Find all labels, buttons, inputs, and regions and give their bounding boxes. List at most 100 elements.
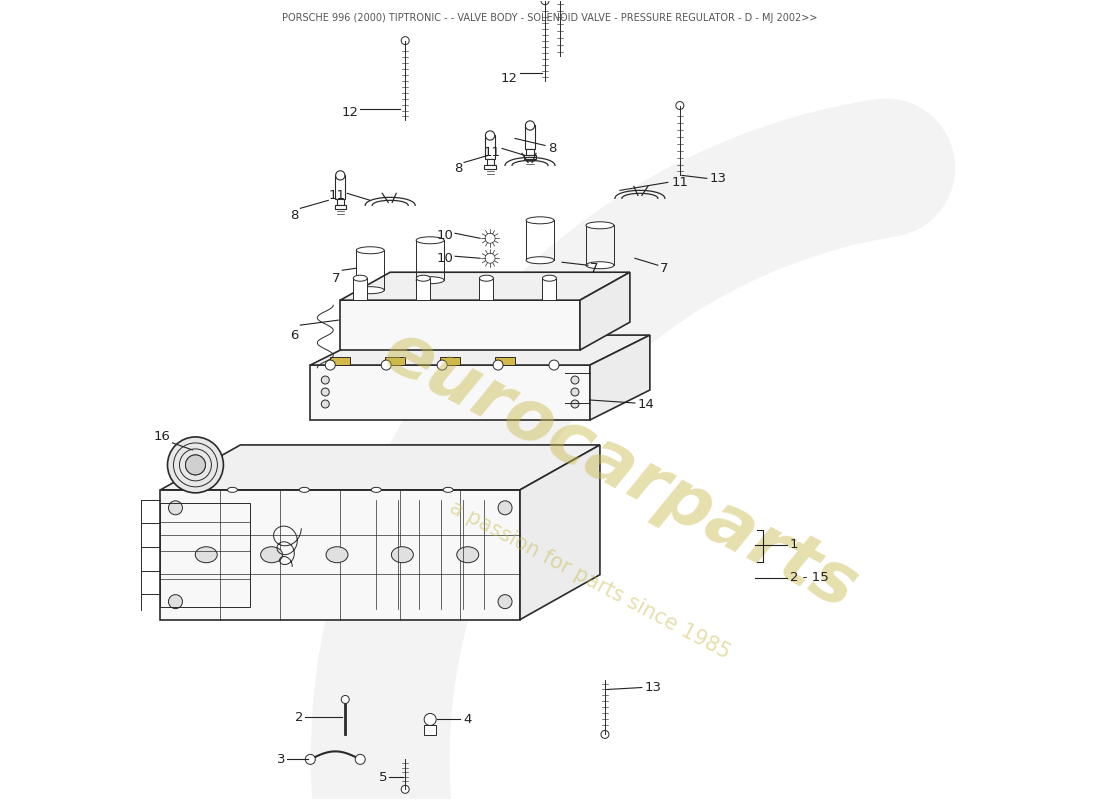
Text: 13: 13 [710,172,727,185]
Circle shape [485,131,495,140]
Circle shape [571,400,579,408]
Circle shape [541,0,549,5]
Text: 8: 8 [548,142,557,155]
Polygon shape [580,272,630,350]
Bar [440,357,460,365]
Text: 7: 7 [660,262,669,274]
Text: 10: 10 [437,252,453,265]
Circle shape [485,254,495,263]
Text: 3: 3 [277,753,285,766]
Text: eurocarparts: eurocarparts [372,316,869,624]
Polygon shape [310,365,590,420]
Ellipse shape [443,487,453,492]
Bar [336,175,345,199]
Circle shape [326,360,336,370]
Circle shape [321,400,329,408]
Bar [353,278,367,300]
Ellipse shape [416,237,444,244]
Circle shape [526,121,535,130]
Ellipse shape [456,546,478,562]
Bar [495,357,515,365]
Text: 7: 7 [332,272,340,285]
Bar [480,278,494,300]
Text: PORSCHE 996 (2000) TIPTRONIC - - VALVE BODY - SOLENOID VALVE - PRESSURE REGULATO: PORSCHE 996 (2000) TIPTRONIC - - VALVE B… [283,13,817,22]
Text: 8: 8 [453,162,462,175]
Circle shape [493,360,503,370]
Text: 14: 14 [638,398,654,411]
Bar [161,503,251,606]
Ellipse shape [480,275,494,282]
Circle shape [425,714,436,726]
Ellipse shape [299,487,309,492]
Circle shape [402,37,409,45]
Bar [542,278,557,300]
Polygon shape [340,272,630,300]
Polygon shape [161,445,600,490]
Ellipse shape [228,487,238,492]
Ellipse shape [353,275,367,282]
Text: 11: 11 [328,189,345,202]
Text: 1: 1 [790,538,799,551]
Bar [334,205,345,209]
Polygon shape [590,335,650,420]
Text: 4: 4 [463,713,472,726]
Bar [484,165,496,169]
Bar [525,126,535,150]
Ellipse shape [586,262,614,269]
Ellipse shape [326,546,348,562]
Circle shape [306,754,316,764]
Text: 11: 11 [672,176,689,189]
Circle shape [437,360,447,370]
Polygon shape [310,335,650,365]
Ellipse shape [261,546,283,562]
Text: 8: 8 [290,209,298,222]
Text: a passion for parts since 1985: a passion for parts since 1985 [447,497,734,662]
Polygon shape [161,490,520,620]
Circle shape [355,754,365,764]
Circle shape [675,102,684,110]
Circle shape [168,594,183,609]
Bar [525,155,536,158]
Ellipse shape [196,546,217,562]
Text: 7: 7 [590,262,598,274]
Text: 12: 12 [500,72,518,85]
Circle shape [571,388,579,396]
Ellipse shape [392,546,414,562]
Bar [527,150,534,155]
Circle shape [402,786,409,794]
Circle shape [336,170,345,180]
Polygon shape [520,445,600,620]
Circle shape [601,730,609,738]
Text: 6: 6 [290,329,298,342]
Ellipse shape [416,275,430,282]
Circle shape [382,360,392,370]
Text: 5: 5 [378,771,387,784]
Text: 13: 13 [645,681,662,694]
Circle shape [498,501,512,515]
Circle shape [341,695,350,703]
Text: 2 - 15: 2 - 15 [790,571,828,584]
Text: 16: 16 [154,430,170,443]
Ellipse shape [542,275,557,282]
Ellipse shape [356,246,384,254]
Circle shape [549,360,559,370]
Bar [337,199,344,205]
Bar [330,357,350,365]
Ellipse shape [586,222,614,229]
Text: 12: 12 [341,106,359,119]
Ellipse shape [356,286,384,294]
Circle shape [168,501,183,515]
Polygon shape [340,300,580,350]
Circle shape [321,376,329,384]
Circle shape [321,388,329,396]
Circle shape [498,594,512,609]
Bar [425,726,436,735]
Text: 10: 10 [437,229,453,242]
Text: 2: 2 [295,711,304,724]
Circle shape [485,234,495,243]
Circle shape [186,455,206,475]
Bar [486,159,494,165]
Ellipse shape [416,277,444,284]
Ellipse shape [526,217,554,224]
Circle shape [167,437,223,493]
